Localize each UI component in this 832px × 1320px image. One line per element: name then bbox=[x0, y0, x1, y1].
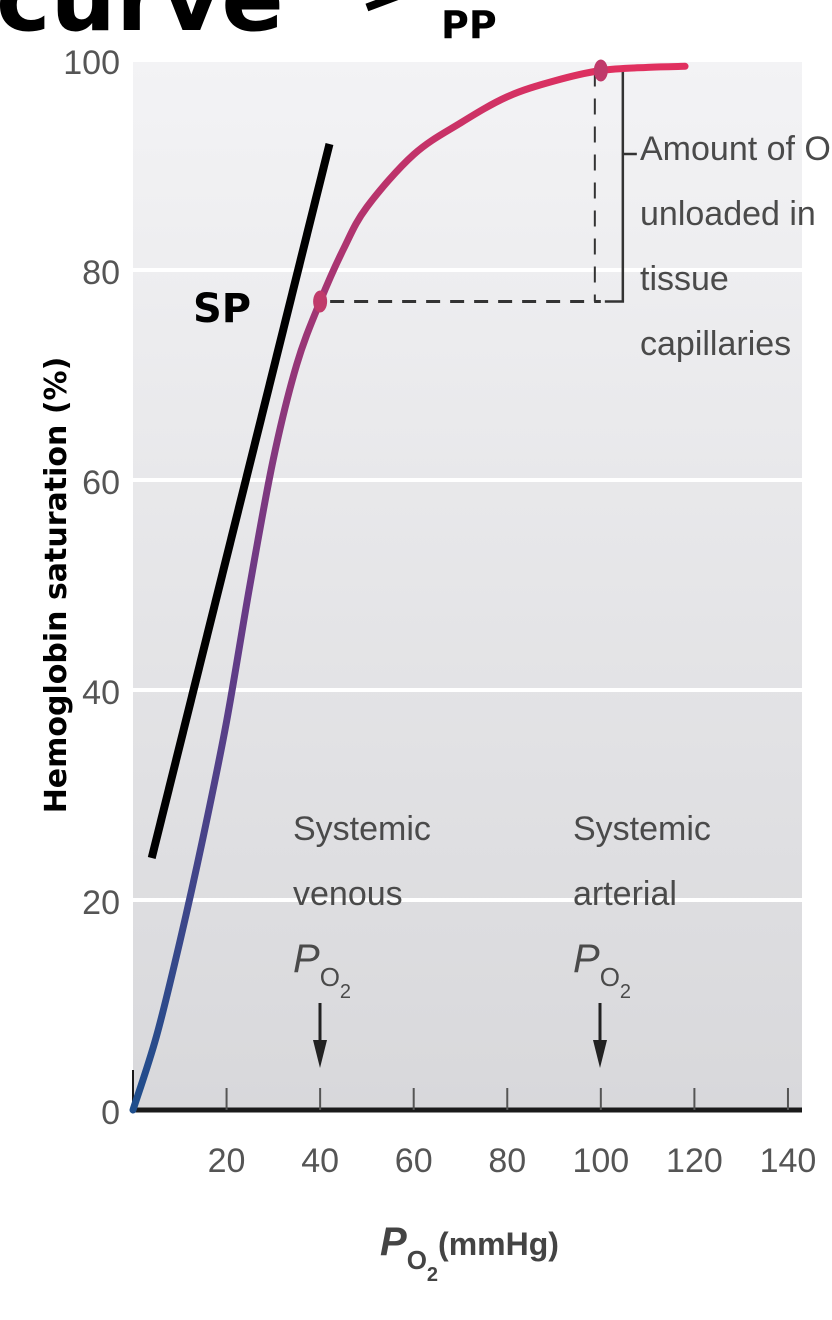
arterial-o: O bbox=[600, 962, 620, 992]
svg-text:PO2: PO2 bbox=[293, 937, 351, 1003]
unload-subscript: 2 bbox=[831, 153, 832, 180]
venous-p: P bbox=[293, 937, 320, 981]
arterial-line-2: arterial bbox=[573, 875, 677, 913]
x-ticks: 20 40 60 80 100 120 140 bbox=[208, 1088, 817, 1180]
x-label-2: 2 bbox=[427, 1264, 438, 1286]
pp-tangent-line bbox=[365, 0, 399, 12]
y-tick-label-20: 20 bbox=[82, 884, 120, 922]
pp-label: PP bbox=[441, 3, 497, 47]
y-tick-label-100: 100 bbox=[63, 44, 120, 82]
unload-annotation: Amount of O2 unloaded in tissue capillar… bbox=[640, 130, 832, 363]
svg-text:Amount of O2: Amount of O2 bbox=[640, 130, 832, 180]
plot-background bbox=[133, 60, 802, 1110]
title-fragment: curve bbox=[0, 0, 284, 52]
venous-o: O bbox=[320, 962, 340, 992]
arterial-p: P bbox=[573, 937, 600, 981]
y-ticks: 0 20 40 60 80 100 bbox=[63, 44, 120, 1132]
unload-line-3: tissue bbox=[640, 260, 729, 298]
unload-line-4: capillaries bbox=[640, 325, 791, 363]
y-tick-label-0: 0 bbox=[101, 1094, 120, 1132]
arterial-arrow-head bbox=[593, 1040, 607, 1068]
y-tick-label-40: 40 bbox=[82, 674, 120, 712]
svg-text:PO2: PO2 bbox=[573, 937, 631, 1003]
x-label-o: O bbox=[407, 1245, 427, 1275]
x-label-p: P bbox=[380, 1220, 407, 1264]
key-points bbox=[313, 59, 608, 313]
x-label-units: (mmHg) bbox=[438, 1226, 559, 1262]
x-tick-label-20: 20 bbox=[208, 1142, 246, 1180]
y-axis-label: Hemoglobin saturation (%) bbox=[39, 357, 74, 814]
x-tick-label-140: 140 bbox=[760, 1142, 817, 1180]
x-tick-label-40: 40 bbox=[301, 1142, 339, 1180]
key-point-0 bbox=[313, 290, 328, 313]
unload-line-1: Amount of O bbox=[640, 130, 831, 168]
x-axis-label: PO2(mmHg) bbox=[380, 1220, 559, 1286]
y-tick-label-80: 80 bbox=[82, 254, 120, 292]
venous-annotation: Systemic venous PO2 bbox=[293, 810, 431, 1068]
sp-tangent-line bbox=[147, 143, 334, 859]
venous-line-2: venous bbox=[293, 875, 403, 913]
venous-arrow-head bbox=[313, 1040, 327, 1068]
arterial-line-1: Systemic bbox=[573, 810, 711, 848]
x-tick-label-60: 60 bbox=[395, 1142, 433, 1180]
arterial-annotation: Systemic arterial PO2 bbox=[573, 810, 711, 1068]
sp-label: SP bbox=[193, 286, 251, 332]
dissociation-curve bbox=[129, 62, 689, 1114]
venous-2: 2 bbox=[340, 981, 351, 1003]
x-tick-label-120: 120 bbox=[666, 1142, 723, 1180]
x-tick-label-80: 80 bbox=[488, 1142, 526, 1180]
key-point-1 bbox=[593, 59, 608, 82]
arterial-2: 2 bbox=[620, 981, 631, 1003]
y-tick-label-60: 60 bbox=[82, 464, 120, 502]
x-tick-label-100: 100 bbox=[572, 1142, 629, 1180]
unload-line-2: unloaded in bbox=[640, 195, 816, 233]
venous-line-1: Systemic bbox=[293, 810, 431, 848]
